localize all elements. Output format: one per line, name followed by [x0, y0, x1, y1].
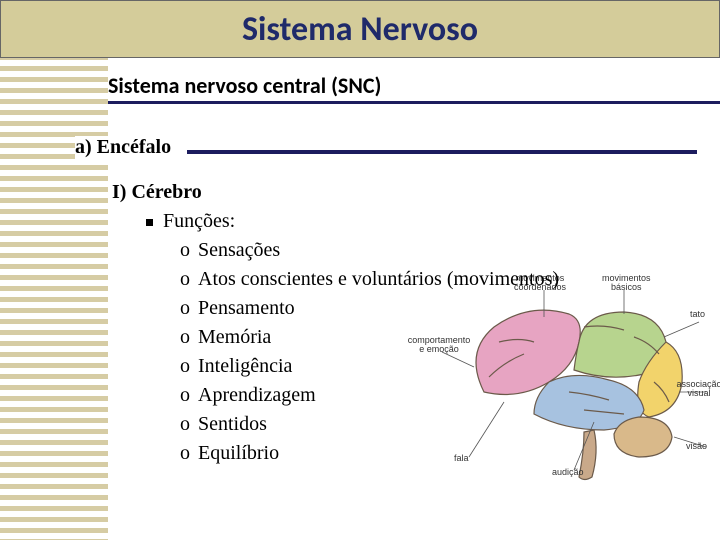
brain-label-tato: tato — [690, 310, 705, 319]
brain-label-audicao: audição — [552, 468, 584, 477]
list-item-label: Sensações — [198, 239, 280, 261]
list-item-label: Memória — [198, 326, 271, 348]
list-item: o Sentidos — [180, 410, 559, 439]
section-a-rule — [187, 150, 697, 154]
list-item-label: Aprendizagem — [198, 384, 316, 406]
functions-label: Funções: — [163, 210, 235, 232]
slide-title-box: Sistema Nervoso — [0, 0, 720, 58]
brain-label-visual: associaçãovisual — [674, 380, 720, 399]
list-item: o Atos conscientes e voluntários (movimen… — [180, 265, 559, 294]
functions-row: Funções: — [146, 207, 559, 236]
circle-bullet-icon: o — [180, 442, 190, 464]
cerebellum — [614, 417, 672, 457]
circle-bullet-icon: o — [180, 239, 190, 261]
circle-bullet-icon: o — [180, 268, 190, 290]
circle-bullet-icon: o — [180, 326, 190, 348]
list-item: o Memória — [180, 323, 559, 352]
list-item-label: Inteligência — [198, 355, 292, 377]
square-bullet-icon — [146, 219, 153, 226]
sidebar-stripes — [0, 0, 108, 540]
list-item-label: Sentidos — [198, 413, 267, 435]
list-item-label: Atos conscientes e voluntários (moviment… — [198, 268, 559, 290]
brain-label-basicos: movimentosbásicos — [602, 274, 651, 293]
list-item-label: Equilíbrio — [198, 442, 279, 464]
list-item: o Pensamento — [180, 294, 559, 323]
circle-bullet-icon: o — [180, 384, 190, 406]
subtitle-text: Sistema nervoso central (SNC) — [108, 72, 381, 99]
slide-title: Sistema Nervoso — [242, 9, 478, 50]
list-item: o Sensações — [180, 236, 559, 265]
subtitle-box: Sistema nervoso central (SNC) — [108, 70, 720, 104]
content-outline: I) Cérebro Funções: o Sensações o Atos con… — [112, 178, 559, 468]
brain-label-visao: visão — [686, 442, 707, 451]
circle-bullet-icon: o — [180, 297, 190, 319]
circle-bullet-icon: o — [180, 413, 190, 435]
list-item: o Equilíbrio — [180, 439, 559, 468]
list-item-label: Pensamento — [198, 297, 295, 319]
heading-cerebro: I) Cérebro — [112, 178, 559, 207]
circle-bullet-icon: o — [180, 355, 190, 377]
section-a-label: a) Encéfalo — [75, 136, 183, 159]
list-item: o Aprendizagem — [180, 381, 559, 410]
list-item: o Inteligência — [180, 352, 559, 381]
section-a-row: a) Encéfalo — [75, 136, 697, 159]
